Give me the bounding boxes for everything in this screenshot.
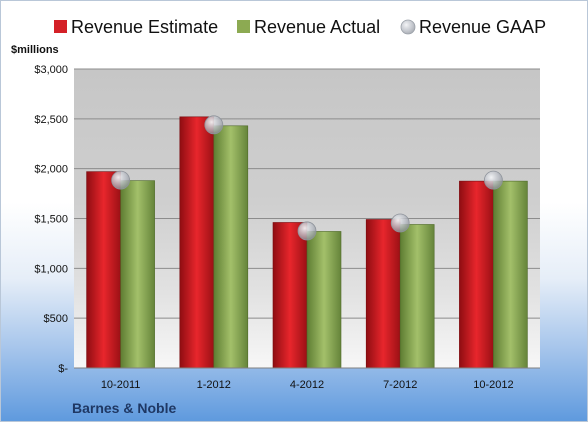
marker-revenue-gaap bbox=[204, 115, 224, 135]
marker-revenue-gaap bbox=[111, 170, 130, 190]
x-tick-label: 4-2012 bbox=[290, 379, 324, 391]
legend-label-estimate: Revenue Estimate bbox=[71, 17, 218, 37]
bar-revenue-actual bbox=[120, 180, 155, 369]
bar-revenue-actual bbox=[306, 231, 342, 369]
y-tick-label: $500 bbox=[44, 313, 68, 325]
bar-revenue-estimate bbox=[365, 219, 401, 369]
legend-label-gaap: Revenue GAAP bbox=[419, 17, 546, 37]
y-tick-label: $- bbox=[58, 363, 68, 375]
bars bbox=[86, 116, 528, 369]
x-tick-label: 10-2011 bbox=[101, 379, 141, 391]
x-tick-label: 7-2012 bbox=[383, 379, 417, 391]
bar-revenue-actual bbox=[399, 224, 435, 369]
bar-revenue-estimate bbox=[179, 116, 215, 369]
gaap-markers bbox=[111, 115, 503, 241]
y-tick-label: $1,000 bbox=[34, 263, 68, 275]
bar-revenue-estimate bbox=[459, 180, 494, 369]
bar-revenue-estimate bbox=[86, 171, 121, 369]
y-tick-label: $2,000 bbox=[34, 164, 68, 176]
y-axis-unit-label: $millions bbox=[11, 44, 59, 56]
x-tick-label: 1-2012 bbox=[197, 379, 231, 391]
legend-swatch-gaap bbox=[400, 19, 416, 35]
y-tick-label: $3,000 bbox=[34, 64, 68, 76]
y-axis-ticks: $- $500 $1,000 $1,500 $2,000 $2,500 $3,000 bbox=[34, 64, 68, 375]
legend-label-actual: Revenue Actual bbox=[254, 17, 380, 37]
chart-legend: Revenue Estimate Revenue Actual Revenue … bbox=[54, 17, 546, 37]
legend-swatch-actual bbox=[237, 20, 250, 33]
x-tick-label: 10-2012 bbox=[473, 379, 513, 391]
company-label: Barnes & Noble bbox=[72, 400, 176, 416]
marker-revenue-gaap bbox=[297, 221, 317, 241]
x-axis-ticks: 10-2011 1-2012 4-2012 7-2012 10-2012 bbox=[101, 379, 514, 391]
y-tick-label: $2,500 bbox=[34, 114, 68, 126]
bar-revenue-estimate bbox=[272, 222, 308, 369]
marker-revenue-gaap bbox=[483, 170, 503, 190]
legend-swatch-estimate bbox=[54, 20, 67, 33]
bar-revenue-actual bbox=[213, 125, 249, 369]
marker-revenue-gaap bbox=[390, 213, 410, 233]
bar-revenue-actual bbox=[493, 180, 528, 369]
y-tick-label: $1,500 bbox=[34, 214, 68, 226]
